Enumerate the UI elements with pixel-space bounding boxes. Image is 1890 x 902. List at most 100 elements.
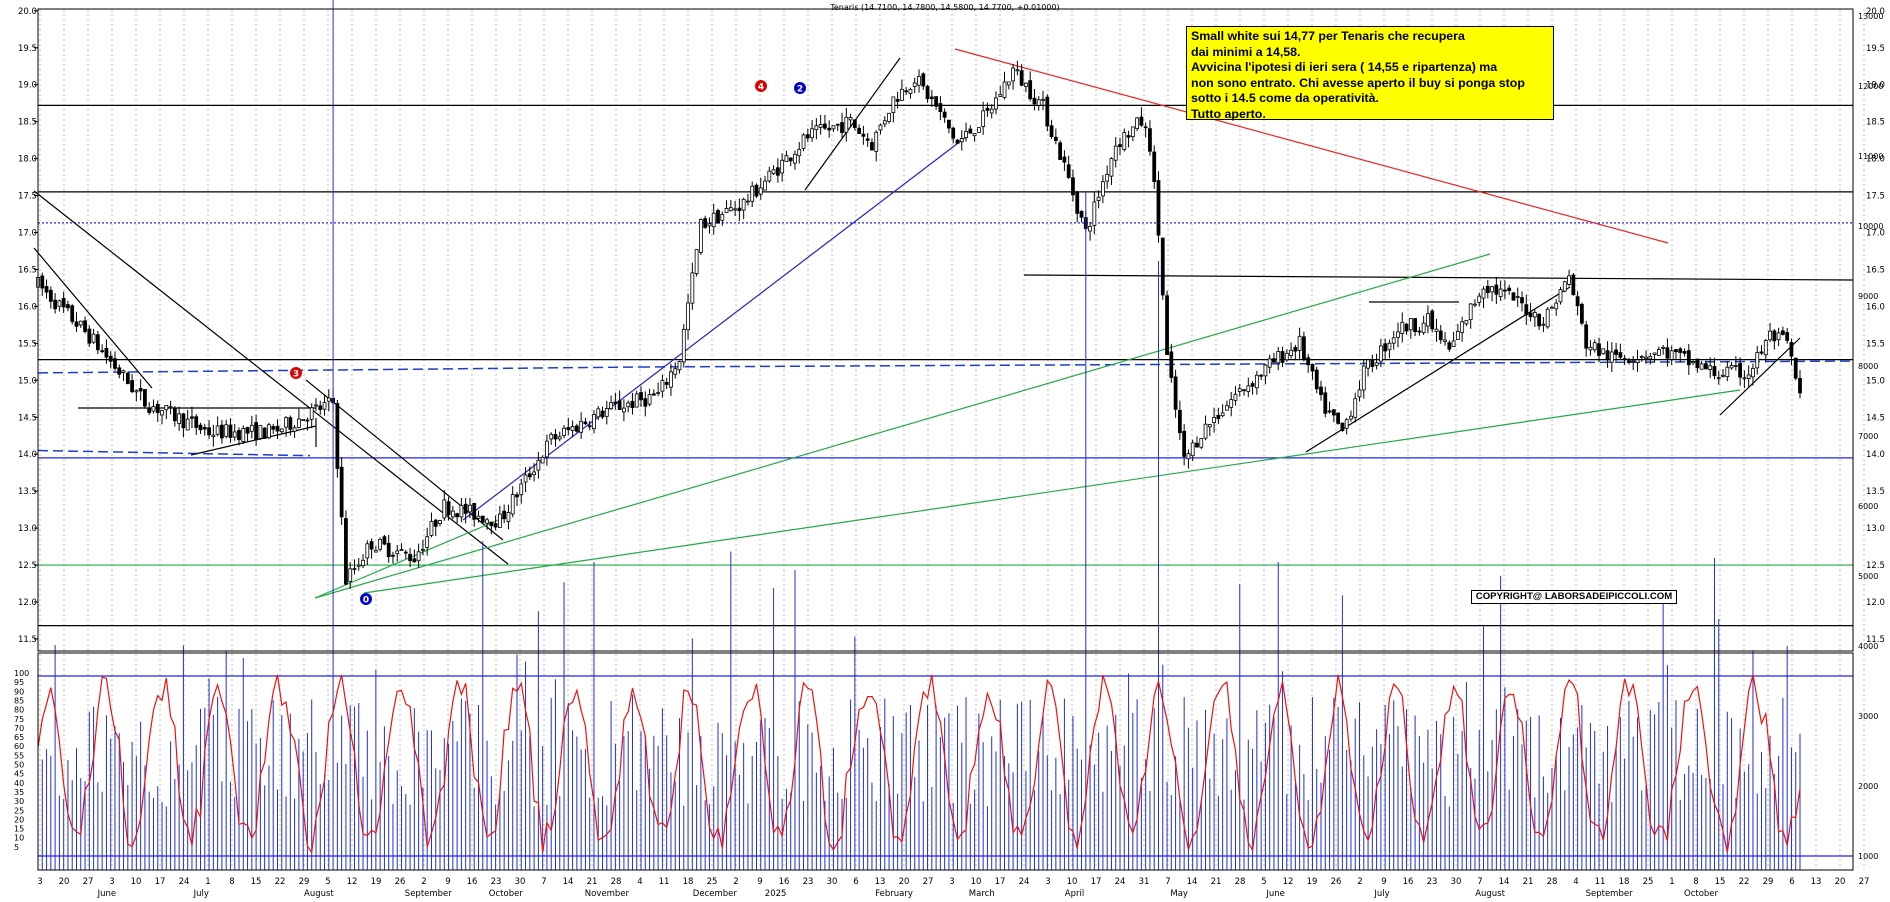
candle-body (681, 328, 686, 363)
price-axis-tick-label: 12.0 (1866, 598, 1885, 608)
x-month-label: June (97, 889, 117, 899)
wave-marker-label: 3 (293, 370, 299, 380)
candle-body (305, 419, 310, 422)
x-day-tick-label: 30 (1451, 877, 1462, 887)
price-axis-tick-label: 16.0 (18, 302, 37, 312)
candle-body (891, 96, 896, 113)
candle-body (703, 218, 708, 228)
x-day-tick-label: 3 (37, 877, 42, 887)
candle-body (1186, 453, 1191, 460)
candle-body (228, 424, 233, 438)
x-month-label: October (489, 889, 524, 899)
candle-body (1498, 288, 1503, 297)
x-day-tick-label: 19 (1307, 877, 1318, 887)
candle-body (1460, 321, 1465, 333)
x-day-tick-label: 24 (1019, 877, 1030, 887)
candle-body (416, 551, 421, 562)
candle-body (1319, 386, 1323, 395)
candle-body (728, 207, 733, 212)
candle-body (1075, 191, 1080, 214)
candle-body (771, 169, 776, 175)
candle-body (1105, 174, 1110, 182)
candle-body (947, 119, 951, 129)
price-axis-tick-label: 13.5 (1866, 487, 1885, 497)
candle-body (1746, 374, 1751, 379)
candle-body (476, 515, 481, 519)
candle-body (784, 155, 789, 163)
x-day-tick-label: 25 (1643, 877, 1654, 887)
candle-body (279, 428, 284, 433)
candle-body (1776, 332, 1781, 341)
candle-body (412, 558, 417, 563)
candle-body (497, 513, 502, 528)
candle-body (100, 350, 105, 353)
candle-body (91, 333, 96, 343)
oscillator-axis-tick-label: 5 (14, 843, 19, 852)
price-axis-tick-label: 16.0 (1866, 302, 1885, 312)
candle-body (1267, 358, 1272, 368)
x-day-tick-label: 7 (1477, 877, 1482, 887)
candle-body (1455, 331, 1460, 340)
candle-body (604, 408, 609, 417)
candle-body (1468, 303, 1473, 320)
trend-line (804, 57, 901, 191)
oscillator-axis-tick-label: 95 (14, 678, 24, 687)
candle-body (874, 131, 879, 152)
candle-body (741, 198, 746, 211)
candle-body (1524, 304, 1529, 316)
candle-body (1768, 330, 1772, 341)
candle-body (1665, 347, 1670, 359)
candle-body (1173, 376, 1178, 410)
x-month-label: November (585, 889, 630, 899)
x-day-tick-label: 1 (205, 877, 210, 887)
candle-body (818, 124, 823, 128)
price-axis-tick-label: 16.5 (1866, 265, 1885, 275)
x-day-tick-label: 16 (1403, 877, 1414, 887)
price-axis-tick-label: 17.0 (18, 229, 37, 239)
candle-body (690, 272, 695, 304)
candle-body (1195, 442, 1199, 448)
candle-body (344, 518, 348, 585)
candle-body (1177, 409, 1182, 434)
candle-body (288, 417, 293, 430)
x-day-tick-label: 18 (1619, 877, 1630, 887)
price-axis-tick-label: 14.0 (1866, 450, 1885, 460)
candle-body (968, 128, 973, 134)
candle-body (1729, 365, 1734, 369)
candle-body (746, 200, 750, 203)
oscillator-axis-tick-label: 85 (14, 696, 24, 705)
x-day-tick-label: 17 (1091, 877, 1102, 887)
candle-body (587, 425, 592, 428)
candle-body (754, 184, 759, 197)
candle-body (1323, 392, 1328, 414)
candle-body (1627, 360, 1631, 363)
candle-body (750, 185, 755, 202)
candle-body (1225, 405, 1229, 411)
candle-body (1699, 363, 1704, 370)
candle-body (335, 403, 340, 469)
candle-body (951, 127, 956, 139)
candle-body (220, 424, 224, 439)
candle-body (634, 393, 639, 408)
x-month-label: 2025 (765, 889, 787, 899)
volume-axis-tick-label: 2000 (1858, 782, 1878, 791)
candle-body (369, 541, 374, 550)
candle-body (1331, 409, 1336, 416)
candle-body (1716, 376, 1721, 379)
x-month-label: June (1265, 889, 1285, 899)
candle-body (921, 73, 926, 87)
candle-body (1635, 359, 1640, 364)
trend-line (363, 389, 1741, 594)
volume-axis-tick-label: 6000 (1858, 502, 1878, 511)
candle-body (716, 210, 720, 224)
candle-body (463, 503, 468, 514)
x-day-tick-label: 27 (923, 877, 934, 887)
candle-body (1199, 438, 1204, 448)
candle-body (1511, 292, 1516, 301)
candle-body (425, 536, 430, 548)
x-day-tick-label: 20 (899, 877, 910, 887)
volume-axis-tick-label: 5000 (1858, 572, 1878, 581)
candle-body (878, 124, 883, 131)
candle-body (955, 139, 960, 144)
price-axis-tick-label: 17.0 (1866, 229, 1885, 239)
